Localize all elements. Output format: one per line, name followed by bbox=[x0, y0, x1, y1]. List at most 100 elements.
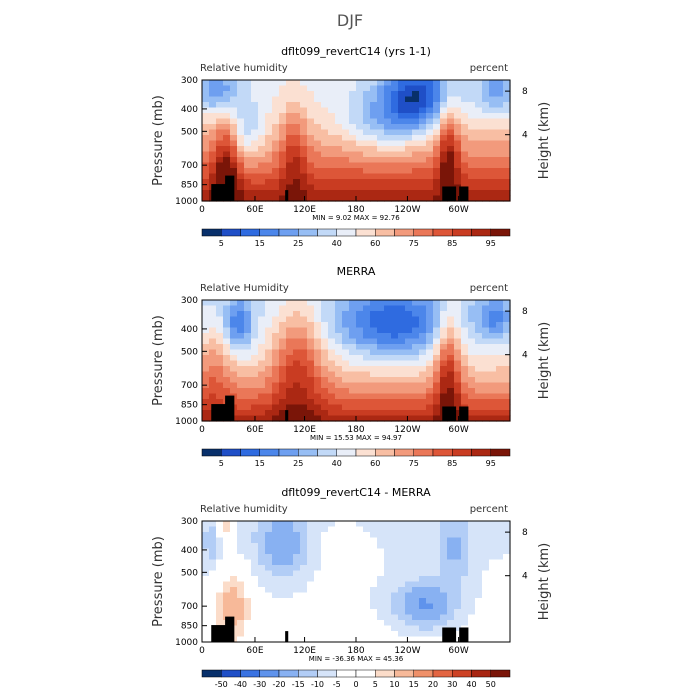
heatmap-cell bbox=[237, 614, 245, 621]
heatmap-cell bbox=[363, 157, 371, 164]
lon-tick-label: 120W bbox=[394, 205, 420, 215]
heatmap-cell bbox=[279, 333, 287, 340]
heatmap-cell bbox=[349, 625, 357, 632]
heatmap-cell bbox=[482, 184, 490, 191]
heatmap-cell bbox=[412, 537, 420, 544]
heatmap-cell bbox=[356, 311, 364, 318]
heatmap-cell bbox=[307, 543, 315, 550]
heatmap-cell bbox=[482, 526, 490, 533]
height-tick-label: 4 bbox=[522, 351, 528, 361]
heatmap-cell bbox=[349, 355, 357, 362]
heatmap-cell bbox=[251, 113, 259, 120]
heatmap-cell bbox=[209, 96, 217, 103]
heatmap-cell bbox=[503, 371, 511, 378]
heatmap-cell bbox=[405, 598, 413, 605]
heatmap-cell bbox=[405, 311, 413, 318]
heatmap-cell bbox=[398, 179, 406, 186]
heatmap-cell bbox=[223, 157, 231, 164]
heatmap-cell bbox=[279, 603, 287, 610]
heatmap-cell bbox=[398, 636, 406, 643]
heatmap-cell bbox=[447, 521, 455, 528]
heatmap-cell bbox=[307, 377, 315, 384]
heatmap-cell bbox=[433, 80, 441, 87]
heatmap-cell bbox=[209, 151, 217, 158]
heatmap-cell bbox=[356, 135, 364, 142]
heatmap-cell bbox=[377, 399, 385, 406]
heatmap-cell bbox=[440, 135, 448, 142]
heatmap-cell bbox=[433, 603, 441, 610]
heatmap-cell bbox=[230, 366, 238, 373]
heatmap-cell bbox=[244, 592, 252, 599]
heatmap-cell bbox=[230, 157, 238, 164]
heatmap-cell bbox=[300, 581, 308, 588]
heatmap-cell bbox=[419, 366, 427, 373]
heatmap-cell bbox=[258, 631, 266, 638]
heatmap-cell bbox=[342, 80, 350, 87]
heatmap-cell bbox=[293, 349, 301, 356]
heatmap-cell bbox=[314, 338, 322, 345]
heatmap-cell bbox=[447, 151, 455, 158]
heatmap-cell bbox=[356, 388, 364, 395]
heatmap-cell bbox=[314, 393, 322, 400]
heatmap-cell bbox=[244, 393, 252, 400]
heatmap-cell bbox=[419, 537, 427, 544]
heatmap-cell bbox=[384, 415, 392, 422]
heatmap-cell bbox=[503, 587, 511, 594]
heatmap-cell bbox=[328, 360, 336, 367]
heatmap-cell bbox=[279, 118, 287, 125]
heatmap-cell bbox=[398, 140, 406, 147]
heatmap-cell bbox=[440, 543, 448, 550]
heatmap-cell bbox=[328, 91, 336, 98]
colorbar-segment bbox=[471, 448, 491, 457]
heatmap-cell bbox=[377, 570, 385, 577]
heatmap-cell bbox=[496, 410, 504, 417]
heatmap-cell bbox=[426, 113, 434, 120]
heatmap-cell bbox=[433, 532, 441, 539]
lon-tick-label: 60W bbox=[448, 646, 468, 656]
heatmap-cell bbox=[244, 124, 252, 131]
heatmap-cell bbox=[489, 327, 497, 334]
heatmap-cell bbox=[377, 581, 385, 588]
heatmap-cell bbox=[370, 543, 378, 550]
heatmap-cell bbox=[489, 581, 497, 588]
heatmap-cell bbox=[258, 565, 266, 572]
heatmap-cell bbox=[384, 168, 392, 175]
heatmap-cell bbox=[426, 129, 434, 136]
heatmap-cell bbox=[468, 631, 476, 638]
heatmap-cell bbox=[398, 377, 406, 384]
heatmap-cell bbox=[293, 146, 301, 153]
heatmap-cell bbox=[384, 410, 392, 417]
heatmap-cell bbox=[265, 565, 273, 572]
heatmap-cell bbox=[398, 399, 406, 406]
colorbar-label: 40 bbox=[332, 239, 342, 248]
heatmap-cell bbox=[349, 316, 357, 323]
heatmap-cell bbox=[342, 609, 350, 616]
heatmap-cell bbox=[349, 415, 357, 422]
heatmap-cell bbox=[335, 102, 343, 109]
heatmap-cell bbox=[363, 349, 371, 356]
colorbar-segment bbox=[452, 669, 472, 678]
heatmap-cell bbox=[293, 344, 301, 351]
heatmap-cell bbox=[244, 135, 252, 142]
heatmap-cell bbox=[384, 388, 392, 395]
heatmap-cell bbox=[475, 184, 483, 191]
heatmap-cell bbox=[377, 410, 385, 417]
heatmap-cell bbox=[251, 311, 259, 318]
heatmap-cell bbox=[454, 415, 462, 422]
heatmap-cell bbox=[251, 91, 259, 98]
heatmap-cell bbox=[258, 388, 266, 395]
heatmap-cell bbox=[419, 96, 427, 103]
colorbar-segment bbox=[394, 669, 414, 678]
heatmap-cell bbox=[503, 316, 511, 323]
heatmap-cell bbox=[454, 102, 462, 109]
heatmap-cell bbox=[468, 388, 476, 395]
heatmap-cell bbox=[377, 124, 385, 131]
heatmap-cell bbox=[342, 355, 350, 362]
heatmap-cell bbox=[328, 614, 336, 621]
heatmap-cell bbox=[272, 576, 280, 583]
heatmap-cell bbox=[426, 338, 434, 345]
heatmap-cell bbox=[202, 410, 210, 417]
heatmap-cell bbox=[265, 614, 273, 621]
heatmap-cell bbox=[335, 300, 343, 307]
